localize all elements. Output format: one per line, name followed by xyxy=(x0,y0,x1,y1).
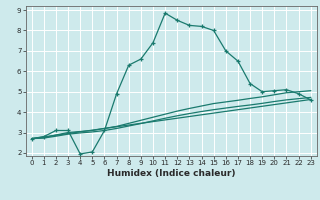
X-axis label: Humidex (Indice chaleur): Humidex (Indice chaleur) xyxy=(107,169,236,178)
